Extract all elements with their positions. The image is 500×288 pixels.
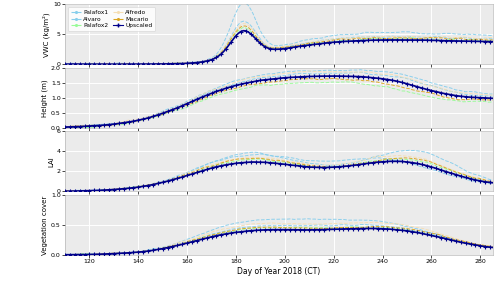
Y-axis label: Vegetation cover: Vegetation cover [42,195,48,255]
X-axis label: Day of Year 2018 (CT): Day of Year 2018 (CT) [237,267,320,276]
Legend: Palafox1, Alvaro, Palafox2, Alfredo, Macario, Upscaled: Palafox1, Alvaro, Palafox2, Alfredo, Mac… [68,7,155,31]
Y-axis label: LAI: LAI [48,156,54,167]
Y-axis label: Height (m): Height (m) [42,79,48,117]
Y-axis label: VWC (kg/m²): VWC (kg/m²) [43,12,51,57]
